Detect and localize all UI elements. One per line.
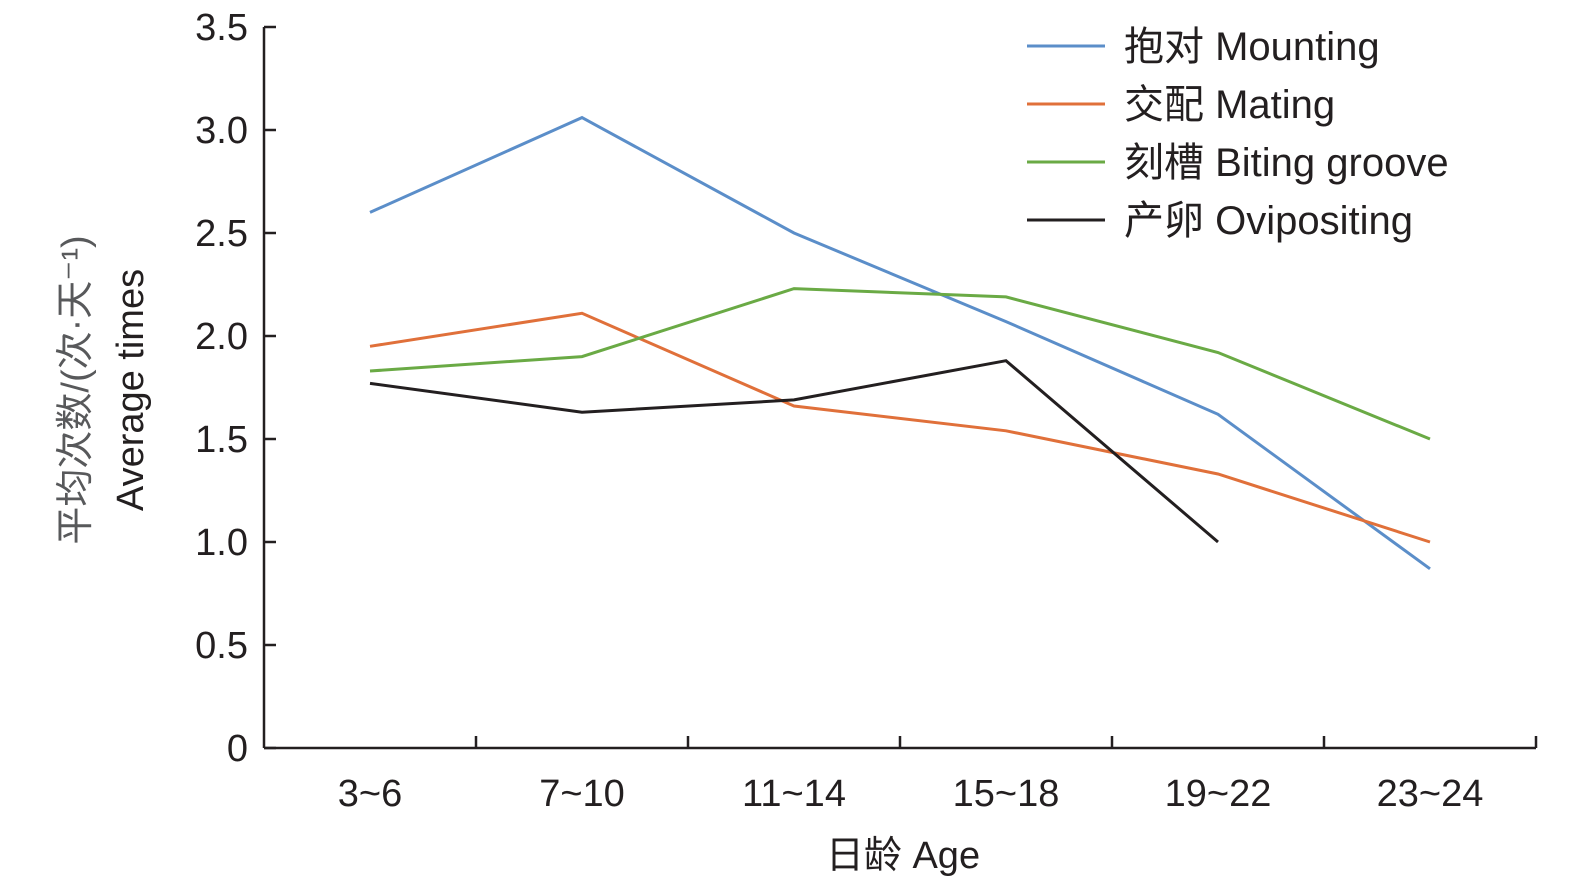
legend-label-mounting: 抱对 Mounting xyxy=(1124,25,1380,69)
y-tick-label: 2.0 xyxy=(195,316,248,358)
x-tick-label: 3~6 xyxy=(338,773,402,815)
series-line-ovipositing xyxy=(369,359,1219,544)
y-tick-label: 3.5 xyxy=(195,7,248,49)
y-tick-label: 0 xyxy=(227,728,248,770)
series-line-mounting xyxy=(369,115,1431,571)
y-axis: 0 0.5 1.0 1.5 2.0 2.5 3.0 3.5 xyxy=(195,7,276,770)
y-tick-label: 2.5 xyxy=(195,213,248,255)
y-tick-label: 1.5 xyxy=(195,419,248,461)
series-line-biting-groove xyxy=(369,287,1431,441)
series-group xyxy=(369,115,1431,571)
x-tick-label: 19~22 xyxy=(1165,773,1272,815)
x-tick-label: 23~24 xyxy=(1377,773,1484,815)
series-line-mating xyxy=(369,311,1431,544)
y-axis-title-en: Average times xyxy=(110,269,152,511)
y-tick-label: 3.0 xyxy=(195,110,248,152)
legend: 抱对 Mounting 交配 Mating 刻槽 Biting groove 产卵 O… xyxy=(1027,25,1449,243)
y-tick-label: 0.5 xyxy=(195,625,248,667)
legend-label-ovipositing: 产卵 Ovipositing xyxy=(1124,199,1413,243)
y-tick-label: 1.0 xyxy=(195,522,248,564)
x-axis: 3~6 7~10 11~14 15~18 19~22 23~24 xyxy=(264,736,1538,815)
x-axis-title: 日龄 Age xyxy=(826,835,980,877)
y-axis-title-cn: 平均次数/(次·天⁻¹) xyxy=(55,235,97,544)
legend-label-biting-groove: 刻槽 Biting groove xyxy=(1124,141,1449,185)
legend-label-mating: 交配 Mating xyxy=(1124,83,1335,127)
x-tick-label: 11~14 xyxy=(742,773,846,815)
x-tick-label: 15~18 xyxy=(953,773,1060,815)
x-tick-label: 7~10 xyxy=(539,773,625,815)
